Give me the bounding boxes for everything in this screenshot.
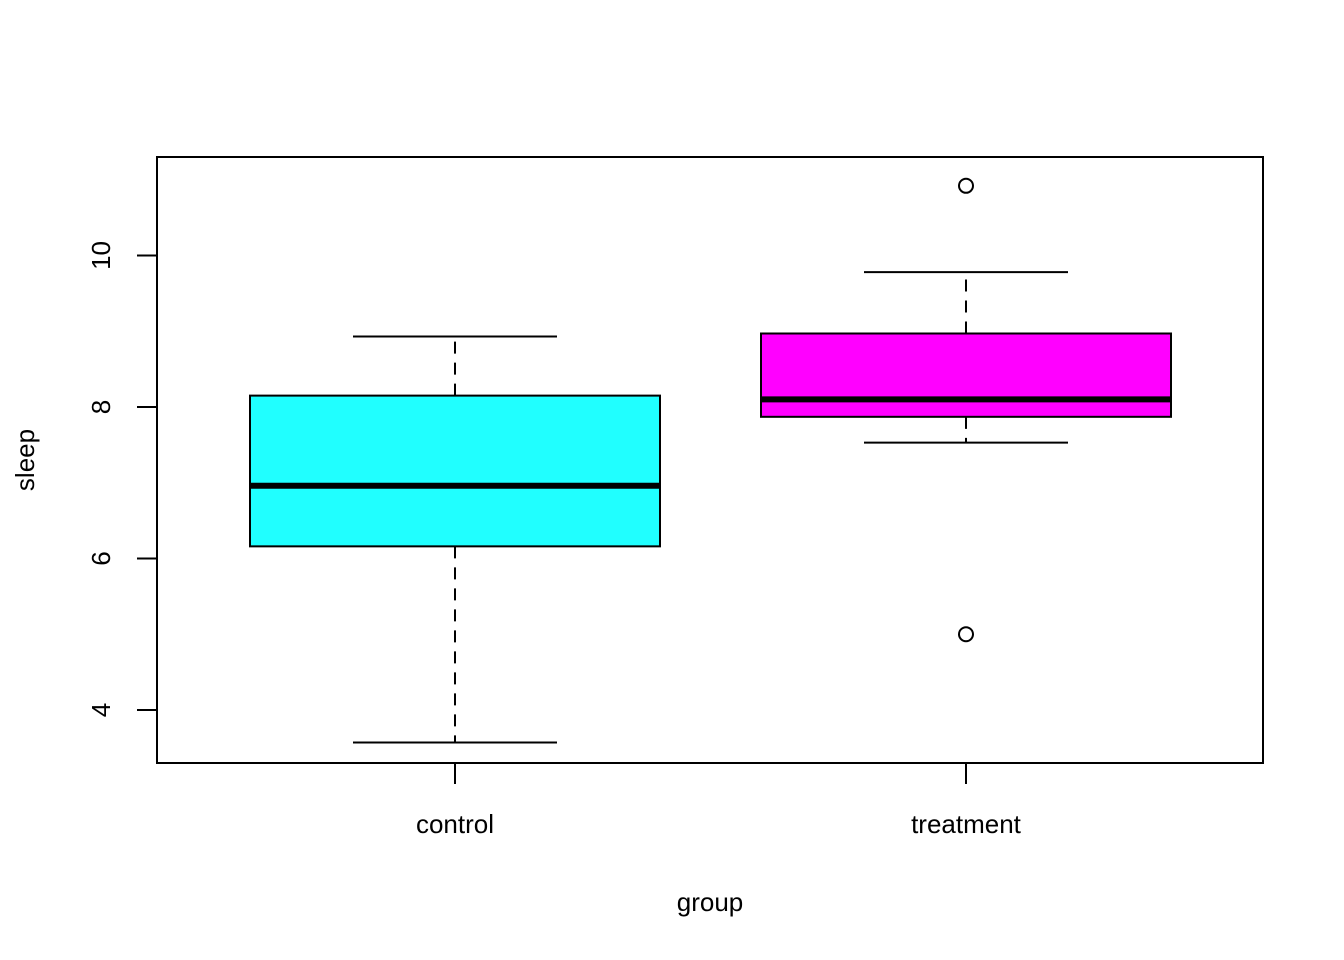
y-tick-label: 6 xyxy=(86,551,116,565)
y-axis-title: sleep xyxy=(10,429,40,491)
chart-marks xyxy=(249,177,1172,744)
outlier-point xyxy=(958,177,974,194)
x-axis: control treatment xyxy=(416,763,1022,839)
y-axis: 4 6 8 10 xyxy=(86,241,157,717)
box-control xyxy=(249,335,661,744)
y-tick-label: 10 xyxy=(86,241,116,270)
plot-frame xyxy=(156,156,1264,764)
box-iqr xyxy=(760,332,1172,418)
box-iqr xyxy=(249,394,661,548)
x-axis-title: group xyxy=(677,887,744,917)
x-tick-label: treatment xyxy=(911,809,1022,839)
outlier-point xyxy=(958,626,974,643)
x-tick-label: control xyxy=(416,809,494,839)
y-tick-label: 4 xyxy=(86,703,116,717)
y-tick-label: 8 xyxy=(86,400,116,414)
box-treatment xyxy=(760,177,1172,643)
